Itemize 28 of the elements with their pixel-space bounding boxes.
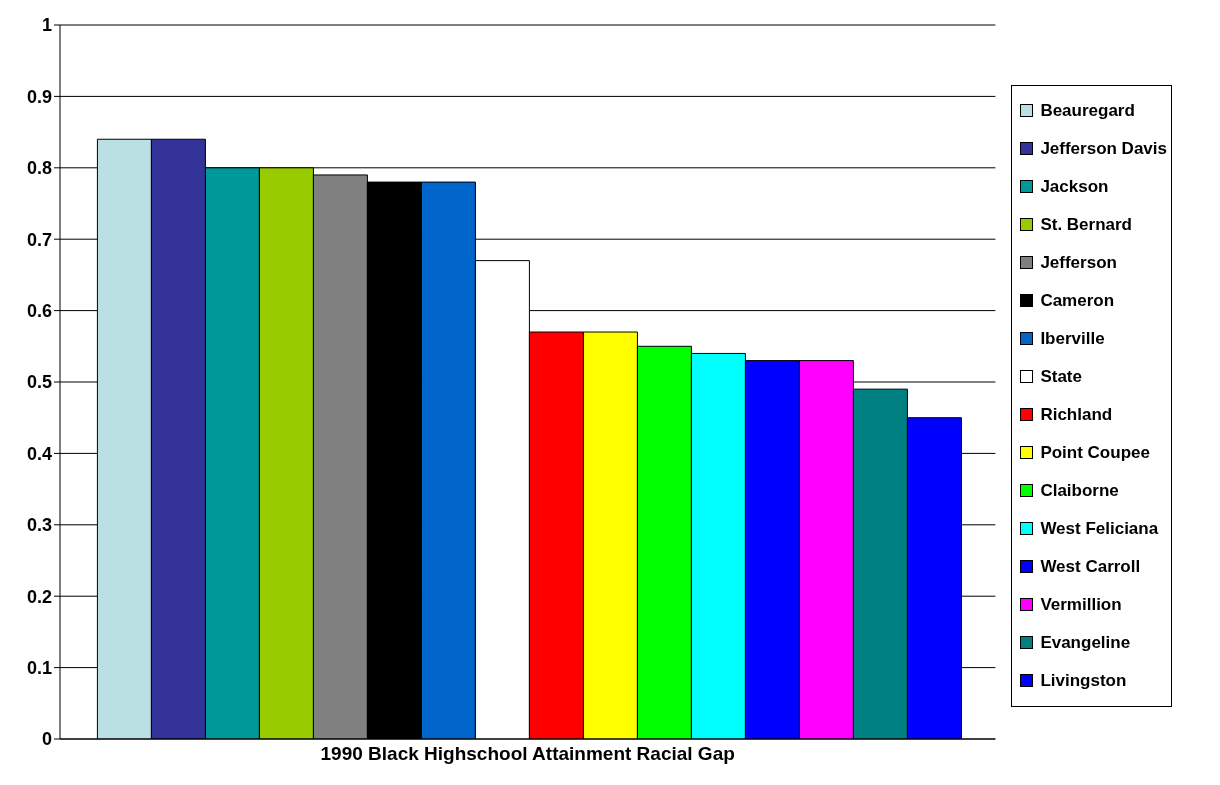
y-tick-label: 0.3: [26, 515, 52, 536]
legend-label: Richland: [1040, 404, 1113, 425]
legend-label: Iberville: [1040, 328, 1105, 349]
legend-label: Claiborne: [1040, 480, 1119, 501]
legend-label: Cameron: [1040, 290, 1115, 311]
y-tick-label: 0.4: [26, 443, 52, 464]
legend-label: Jefferson Davis: [1040, 138, 1167, 159]
legend-label: Beauregard: [1040, 100, 1135, 121]
legend-label: Jefferson: [1040, 252, 1117, 273]
x-tick-label: 1990 Black Highschool Attainment Racial Gap: [320, 743, 735, 765]
y-tick-label: 1: [41, 15, 52, 36]
y-tick-label: 0.2: [26, 586, 52, 607]
y-tick-label: 0.1: [26, 657, 52, 678]
y-tick-label: 0.8: [26, 158, 52, 179]
legend-label: West Feliciana: [1040, 518, 1159, 539]
legend-label: State: [1040, 366, 1082, 387]
y-tick-label: 0: [41, 729, 52, 750]
y-tick-label: 0.7: [26, 229, 52, 250]
legend-label: Jackson: [1040, 176, 1109, 197]
legend-label: West Carroll: [1040, 556, 1141, 577]
y-tick-label: 0.6: [26, 300, 52, 321]
legend-label: Vermillion: [1040, 594, 1122, 615]
legend-label: Point Coupee: [1040, 442, 1150, 463]
y-tick-label: 0.5: [26, 372, 52, 393]
legend-label: Livingston: [1040, 670, 1127, 691]
y-tick-label: 0.9: [26, 86, 52, 107]
legend-label: St. Bernard: [1040, 214, 1133, 235]
legend-label: Evangeline: [1040, 632, 1131, 653]
